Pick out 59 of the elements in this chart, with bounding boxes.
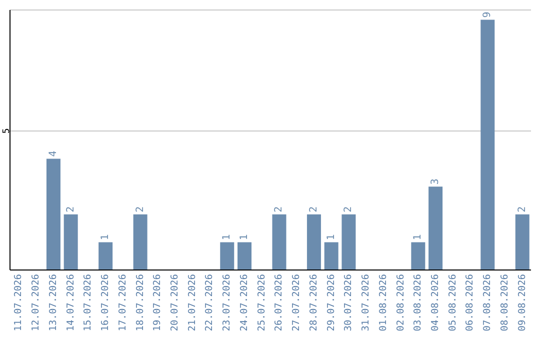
x-tick-label: 22.07.2026 — [204, 274, 216, 332]
x-tick-label: 16.07.2026 — [100, 274, 112, 332]
x-tick-label: 24.07.2026 — [238, 274, 250, 332]
bar — [272, 214, 286, 270]
data-label: 2 — [274, 206, 285, 212]
data-label: 3 — [430, 178, 442, 185]
bar — [64, 214, 78, 270]
data-label: 1 — [100, 234, 112, 240]
x-tick-label: 19.07.2026 — [152, 274, 164, 332]
bar — [306, 214, 321, 270]
bar — [480, 20, 495, 270]
x-tick-label: 11.07.2026 — [13, 274, 24, 332]
bar — [98, 242, 113, 270]
bar — [133, 214, 148, 270]
x-tick-label: 18.07.2026 — [134, 274, 146, 332]
data-label: 2 — [134, 206, 146, 212]
bar — [324, 242, 338, 270]
x-tick-label: 08.08.2026 — [499, 274, 510, 332]
data-label: 2 — [343, 206, 354, 212]
x-tick-label: 01.08.2026 — [378, 274, 389, 332]
data-label: 1 — [412, 234, 424, 240]
x-tick-label: 31.07.2026 — [360, 274, 372, 332]
x-tick-label: 26.07.2026 — [274, 274, 285, 332]
x-tick-label: 25.07.2026 — [256, 274, 268, 332]
data-label: 9 — [482, 12, 494, 18]
x-tick-label: 09.08.2026 — [516, 274, 528, 332]
data-label: 2 — [65, 206, 76, 212]
x-tick-label: 12.07.2026 — [30, 274, 42, 332]
x-tick-label: 28.07.2026 — [308, 274, 320, 332]
bar — [515, 214, 530, 270]
x-tick-label: 27.07.2026 — [291, 274, 302, 332]
x-tick-label: 13.07.2026 — [48, 274, 59, 332]
bar — [220, 242, 234, 270]
y-tick-label: 5 — [2, 128, 12, 134]
x-tick-label: 29.07.2026 — [326, 274, 337, 332]
data-label: 1 — [326, 234, 337, 240]
x-tick-label: 03.08.2026 — [412, 274, 424, 332]
bar — [46, 158, 60, 270]
data-label: 1 — [239, 234, 250, 240]
data-label: 2 — [516, 206, 528, 212]
bar — [238, 242, 252, 270]
bar — [411, 242, 426, 270]
data-label: 4 — [48, 150, 59, 157]
x-tick-label: 17.07.2026 — [117, 274, 128, 332]
x-tick-label: 23.07.2026 — [222, 274, 233, 332]
x-tick-label: 02.08.2026 — [395, 274, 406, 332]
x-tick-label: 30.07.2026 — [343, 274, 354, 332]
data-label: 2 — [308, 206, 320, 212]
x-tick-label: 14.07.2026 — [65, 274, 76, 332]
x-tick-label: 04.08.2026 — [430, 274, 441, 332]
x-tick-label: 15.07.2026 — [82, 274, 94, 332]
x-tick-label: 06.08.2026 — [464, 274, 476, 332]
x-tick-label: 21.07.2026 — [186, 274, 198, 332]
data-label: 1 — [222, 234, 233, 240]
x-tick-label: 07.08.2026 — [482, 274, 494, 332]
bar — [428, 186, 443, 270]
bar — [342, 214, 356, 270]
x-tick-label: 20.07.2026 — [169, 274, 180, 332]
x-tick-label: 05.08.2026 — [447, 274, 458, 332]
